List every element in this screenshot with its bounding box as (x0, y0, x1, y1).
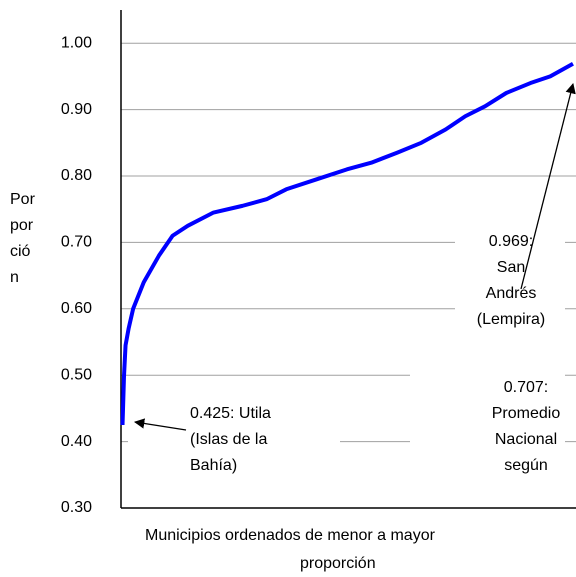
x-axis-label: Municipios ordenados de menor a mayor (145, 527, 436, 544)
annotation-text: (Islas de la (190, 431, 267, 448)
annotation-text: Promedio (492, 405, 561, 422)
y-axis-label: ció (10, 243, 31, 260)
y-tick-label: 0.70 (61, 234, 92, 251)
y-axis-label: por (10, 217, 34, 234)
y-tick-label: 0.80 (61, 167, 92, 184)
y-tick-label: 0.40 (61, 433, 92, 450)
y-tick-label: 0.90 (61, 101, 92, 118)
data-line (120, 62, 574, 426)
annotation-text: 0.707: (504, 379, 548, 396)
y-tick-label: 0.30 (61, 499, 92, 516)
annotation-box (128, 395, 340, 495)
annotation-text: Bahía) (190, 457, 237, 474)
annotation-text: Andrés (486, 285, 537, 302)
annotation-box (455, 220, 565, 332)
annotation-arrow (520, 82, 576, 290)
y-axis-label: Por (10, 191, 36, 208)
annotation-text: Nacional (495, 431, 557, 448)
annotation-box (410, 365, 565, 500)
y-tick-label: 0.60 (61, 300, 92, 317)
y-tick-label: 1.00 (61, 34, 92, 51)
y-axis-label: n (10, 269, 19, 286)
annotation-text: San (497, 259, 525, 276)
annotation-text: (Lempira) (477, 311, 545, 328)
annotation-text: 0.425: Utila (190, 405, 271, 422)
annotation-arrow (133, 418, 187, 431)
x-axis-label: proporción (300, 555, 376, 572)
annotation-text: según (504, 457, 548, 474)
annotation-text: 0.969: (489, 233, 533, 250)
y-tick-label: 0.50 (61, 366, 92, 383)
